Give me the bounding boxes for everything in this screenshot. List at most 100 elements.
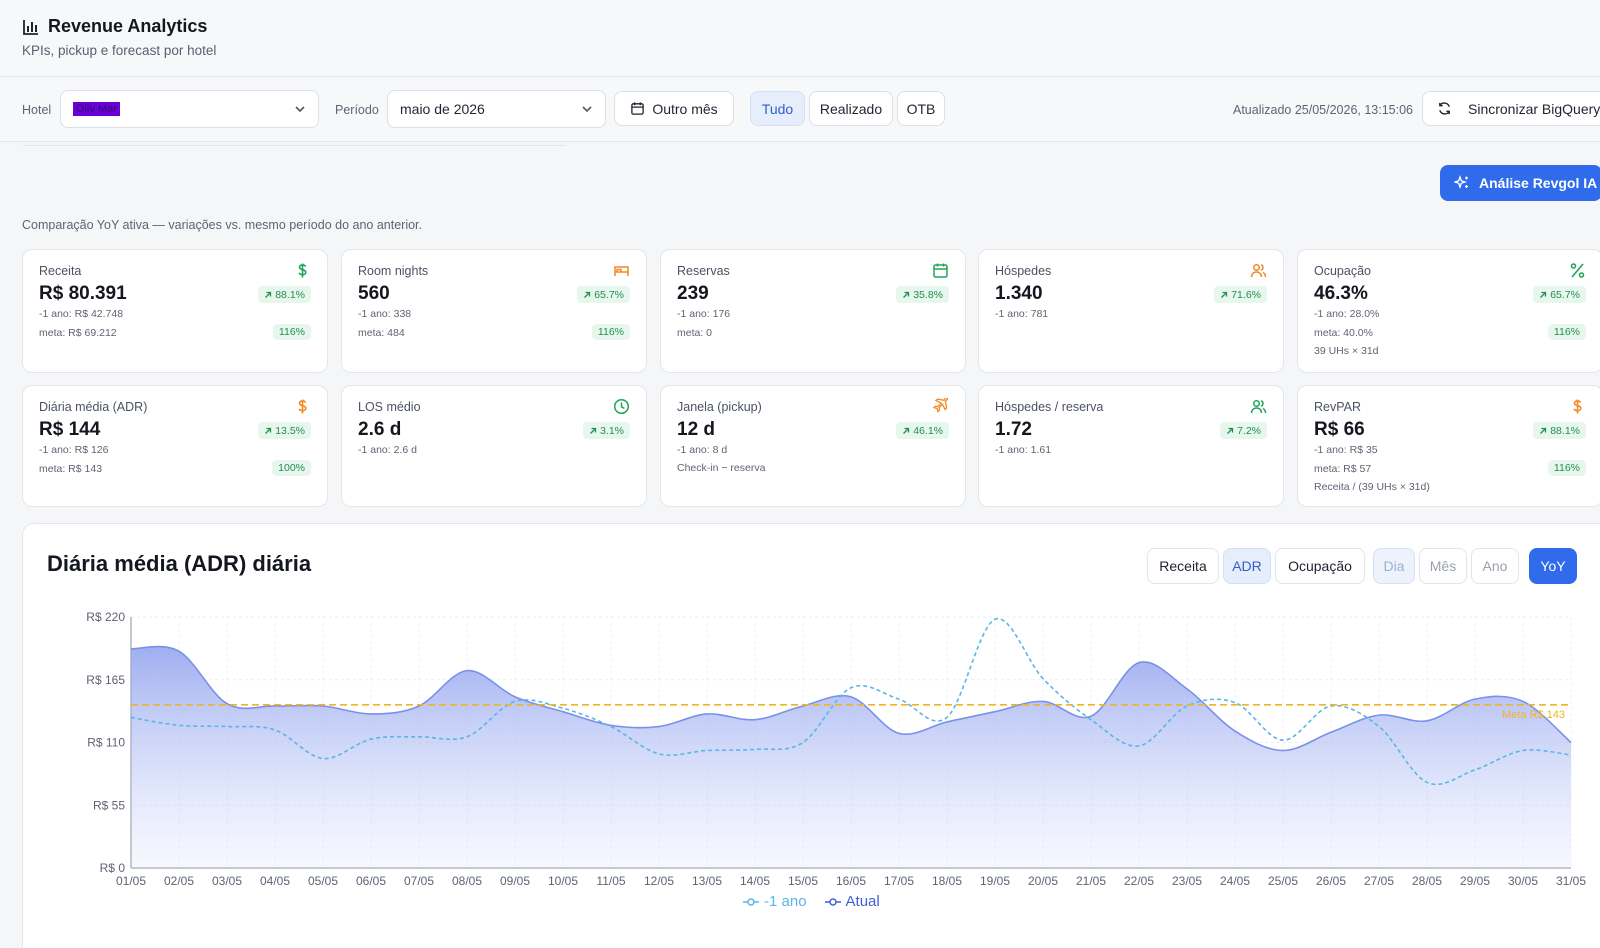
kpi-yoy-delta: 71.6% [1214,286,1267,303]
granularity-day-button[interactable]: Dia [1373,548,1415,584]
x-tick-label: 26/05 [1316,874,1346,888]
plane-icon [932,398,949,413]
kpi-delta-value: 88.1% [275,288,305,301]
series-line-prev-year [130,618,1572,786]
kpi-value: 239 [677,283,709,304]
kpi-card-room-nights: Room nights 560 65.7% -1 ano: 338 meta: 484 1… [341,249,647,373]
legend-item-prev-year[interactable]: -1 ano [743,893,807,910]
dollar-icon [298,399,307,414]
ai-analysis-label: Análise Revgol IA [1479,175,1598,191]
filter-toolbar: Hotel Oliv Mar Período maio de 2026 Outr… [0,78,1600,142]
sync-label: Sincronizar BigQuery [1468,100,1600,117]
filter-all-button[interactable]: Tudo [750,91,805,126]
kpi-label: LOS médio [358,400,421,414]
kpi-value: 46.3% [1314,283,1368,304]
sync-bigquery-button[interactable]: Sincronizar BigQuery [1422,91,1600,126]
kpi-value: 560 [358,283,390,304]
bed-icon [614,266,629,276]
other-month-label: Outro mês [652,100,718,117]
kpi-value: 1.72 [995,419,1032,440]
kpi-yoy-delta: 3.1% [583,422,630,439]
x-tick-label: 16/05 [836,874,866,888]
filter-otb-button[interactable]: OTB [897,91,945,126]
metric-adr-button[interactable]: ADR [1223,548,1271,584]
title-row: Revenue Analytics [22,16,207,37]
arrow-up-right-icon [590,427,597,434]
kpi-label: RevPAR [1314,400,1362,414]
kpi-yoy-delta: 65.7% [1533,286,1586,303]
kpi-label: Janela (pickup) [677,400,762,414]
x-tick-label: 23/05 [1172,874,1202,888]
yoy-toggle-button[interactable]: YoY [1529,548,1577,584]
kpi-prev-year: -1 ano: 176 [677,308,731,320]
collapsed-panel-edge [22,142,567,146]
calendar-icon [631,102,645,115]
x-tick-label: 04/05 [260,874,290,888]
legend-swatch-prev-year [743,897,759,906]
x-tick-label: 29/05 [1460,874,1490,888]
kpi-yoy-delta: 13.5% [258,422,311,439]
x-tick-label: 07/05 [404,874,434,888]
kpi-note: Check-in − reserva [677,462,766,474]
kpi-meta: meta: R$ 69.212 [39,327,117,339]
kpi-meta: meta: 0 [677,327,713,339]
other-month-button[interactable]: Outro mês [614,91,734,126]
x-tick-label: 02/05 [164,874,194,888]
page-header: Revenue Analytics KPIs, pickup e forecas… [0,0,1600,77]
x-tick-label: 17/05 [884,874,914,888]
kpi-yoy-delta: 88.1% [1533,422,1586,439]
y-tick-label: R$ 0 [100,861,126,875]
chart-legend: -1 ano Atual [743,893,880,910]
y-tick-label: R$ 165 [86,673,125,687]
x-tick-label: 01/05 [116,874,146,888]
filter-realized-button[interactable]: Realizado [809,91,893,126]
ai-analysis-button[interactable]: Análise Revgol IA [1440,165,1600,201]
x-tick-label: 10/05 [548,874,578,888]
kpi-meta-percent: 100% [272,460,311,476]
metric-revenue-button[interactable]: Receita [1147,548,1219,584]
kpi-card-diaria-media-adr: Diária média (ADR) R$ 144 13.5% -1 ano: R$ … [22,385,328,507]
granularity-year-button[interactable]: Ano [1471,548,1519,584]
last-updated: Atualizado 25/05/2026, 13:15:06 [1233,103,1414,117]
x-tick-label: 05/05 [308,874,338,888]
kpi-prev-year: -1 ano: R$ 35 [1314,444,1378,456]
kpi-yoy-delta: 7.2% [1220,422,1267,439]
kpi-delta-value: 65.7% [594,288,624,301]
kpi-card-ocupacao: Ocupação 46.3% 65.7% -1 ano: 28.0% meta: 40.… [1297,249,1600,373]
kpi-yoy-delta: 88.1% [258,286,311,303]
x-tick-label: 20/05 [1028,874,1058,888]
period-select[interactable]: maio de 2026 [387,90,606,128]
kpi-meta-percent: 116% [591,324,630,340]
chart-title: Diária média (ADR) diária [47,551,312,576]
kpi-delta-value: 7.2% [1237,424,1261,437]
legend-label-current: Atual [845,893,880,910]
legend-item-current[interactable]: Atual [824,893,880,910]
kpi-delta-value: 3.1% [600,424,624,437]
kpi-meta: meta: R$ 57 [1314,463,1372,475]
kpi-prev-year: -1 ano: R$ 126 [39,444,109,456]
refresh-icon [1439,102,1450,115]
kpi-note: 39 UHs × 31d [1314,345,1379,357]
kpi-label: Hóspedes [995,264,1052,278]
arrow-up-right-icon [1221,291,1228,298]
granularity-month-button[interactable]: Mês [1419,548,1467,584]
kpi-delta-value: 13.5% [275,424,305,437]
metric-occupancy-button[interactable]: Ocupação [1275,548,1365,584]
hotel-name-redacted: Oliv Mar [73,102,120,116]
kpi-delta-value: 46.1% [913,424,943,437]
kpi-yoy-delta: 65.7% [577,286,630,303]
x-tick-label: 19/05 [980,874,1010,888]
clock-icon [613,398,630,415]
arrow-up-right-icon [1227,427,1234,434]
period-value: maio de 2026 [400,101,485,117]
sparkles-icon [1454,175,1468,189]
hotel-select[interactable]: Oliv Mar [60,90,319,128]
kpi-card-reservas: Reservas 239 35.8% -1 ano: 176 meta: 0 [660,249,966,373]
kpi-value: 1.340 [995,283,1043,304]
app-title: Revenue Analytics [48,16,208,36]
legend-label-prev-year: -1 ano [764,893,807,910]
kpi-label: Hóspedes / reserva [995,400,1104,414]
kpi-yoy-delta: 46.1% [896,422,949,439]
arrow-up-right-icon [265,427,272,434]
kpi-prev-year: -1 ano: 781 [995,308,1049,320]
